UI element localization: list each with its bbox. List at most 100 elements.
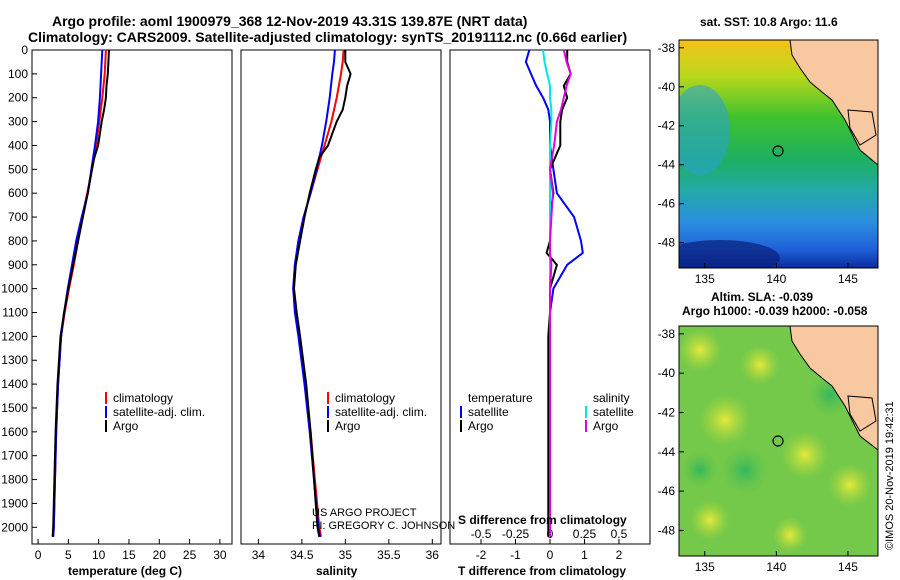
s-difference-axis-label: S difference from climatology bbox=[458, 513, 627, 527]
latitude-tick-label: -38 bbox=[658, 327, 676, 341]
depth-tick-label: 1400 bbox=[1, 377, 28, 391]
legend-t-argo-label: Argo bbox=[468, 419, 494, 433]
sla-map-title-1: Altim. SLA: -0.039 bbox=[711, 290, 813, 304]
longitude-tick-label: 135 bbox=[695, 272, 715, 286]
sla-latitude-axis: -38 -40 -42 -44 -46 -48 bbox=[658, 327, 684, 537]
s-difference-tick-label: 0.5 bbox=[611, 527, 628, 541]
temperature-legend: climatology satellite-adj. clim. Argo bbox=[105, 391, 205, 433]
depth-tick-label: 900 bbox=[8, 258, 28, 272]
longitude-tick-label: 140 bbox=[766, 560, 786, 574]
latitude-tick-label: -44 bbox=[658, 158, 676, 172]
temperature-tick-label: 5 bbox=[65, 548, 72, 562]
latitude-tick-label: -40 bbox=[658, 80, 676, 94]
salinity-panel: 34 34.5 35 35.5 36 salinity climatology sate… bbox=[240, 49, 455, 578]
salinity-legend: climatology satellite-adj. clim. Argo bbox=[327, 391, 427, 433]
sla-map-title-2: Argo h1000: -0.039 h2000: -0.058 bbox=[682, 304, 868, 318]
sla-blob bbox=[740, 345, 780, 385]
depth-tick-label: 1900 bbox=[1, 496, 28, 510]
depth-tick-label: 1200 bbox=[1, 329, 28, 343]
sst-float-marker bbox=[772, 145, 784, 157]
t-difference-tick-label: -1 bbox=[510, 548, 521, 562]
depth-tick-label: 1700 bbox=[1, 449, 28, 463]
sla-map: Altim. SLA: -0.039 Argo h1000: -0.039 h2… bbox=[658, 290, 879, 574]
latitude-tick-label: -46 bbox=[658, 197, 676, 211]
longitude-tick-label: 145 bbox=[838, 560, 858, 574]
temperature-panel: 0100200300400500600700800900100011001200… bbox=[1, 43, 233, 578]
temperature-axis-label: temperature (deg C) bbox=[68, 564, 182, 578]
t-difference-tick-label: 2 bbox=[616, 548, 623, 562]
sst-tasmania bbox=[847, 109, 877, 146]
legend-temperature-heading: temperature bbox=[468, 391, 533, 405]
salinity-plot-frame bbox=[240, 49, 442, 545]
sla-blob bbox=[682, 452, 718, 488]
depth-tick-label: 400 bbox=[8, 138, 28, 152]
difference-panel: -2 -1 0 1 2 -0.5 -0.25 0 0.25 0.5 S difference f… bbox=[449, 49, 651, 578]
sla-blob bbox=[690, 500, 730, 540]
title-line-2: Climatology: CARS2009. Satellite-adjuste… bbox=[28, 29, 627, 45]
sla-blob bbox=[721, 446, 769, 494]
latitude-tick-label: -42 bbox=[658, 119, 676, 133]
depth-tick-label: 200 bbox=[8, 91, 28, 105]
latitude-tick-label: -38 bbox=[658, 41, 676, 55]
depth-tick-label: 300 bbox=[8, 115, 28, 129]
series-line-argo bbox=[293, 50, 352, 537]
depth-tick-label: 600 bbox=[8, 186, 28, 200]
latitude-tick-label: -48 bbox=[658, 236, 676, 250]
s-difference-x-axis: -0.5 -0.25 0 0.25 0.5 bbox=[471, 527, 628, 541]
depth-tick-label: 0 bbox=[21, 43, 28, 57]
legend-salinity-heading: salinity bbox=[593, 391, 630, 405]
sst-map: sat. SST: 10.8 Argo: 11.6 -38 -40 -42 -44 -4… bbox=[658, 15, 879, 286]
project-line-1: US ARGO PROJECT bbox=[312, 507, 417, 519]
t-difference-tick-label: -2 bbox=[476, 548, 487, 562]
series-line-satellite-adj-clim- bbox=[52, 49, 104, 537]
longitude-tick-label: 135 bbox=[695, 560, 715, 574]
salinity-tick-label: 36 bbox=[426, 548, 440, 562]
latitude-tick-label: -44 bbox=[658, 445, 676, 459]
legend-t-satellite-label: satellite bbox=[468, 405, 509, 419]
salinity-tick-label: 35.5 bbox=[377, 548, 401, 562]
sal-legend-climatology-label: climatology bbox=[335, 391, 395, 405]
sla-blob bbox=[699, 394, 751, 446]
sla-float-marker bbox=[772, 435, 784, 447]
sal-legend-satellite-label: satellite-adj. clim. bbox=[335, 405, 427, 419]
depth-tick-label: 1100 bbox=[2, 306, 28, 320]
latitude-tick-label: -42 bbox=[658, 405, 676, 419]
t-difference-x-axis: -2 -1 0 1 2 bbox=[476, 539, 623, 562]
sst-cool-patch bbox=[679, 85, 730, 175]
depth-tick-label: 800 bbox=[8, 234, 28, 248]
legend-climatology-label: climatology bbox=[113, 391, 173, 405]
depth-tick-label: 100 bbox=[8, 67, 28, 81]
t-difference-axis-label: T difference from climatology bbox=[458, 564, 626, 578]
depth-tick-label: 1800 bbox=[1, 473, 28, 487]
latitude-tick-label: -40 bbox=[658, 366, 676, 380]
t-difference-tick-label: 1 bbox=[581, 548, 588, 562]
legend-s-satellite-label: satellite bbox=[593, 405, 634, 419]
longitude-tick-label: 145 bbox=[838, 272, 858, 286]
watermark: ©IMOS 20-Nov-2019 19:42:31 bbox=[884, 401, 896, 550]
sst-map-frame bbox=[678, 39, 879, 269]
difference-legend: temperature satellite Argo salinity sate… bbox=[460, 391, 634, 433]
temperature-tick-label: 15 bbox=[122, 548, 136, 562]
project-line-2: PI: GREGORY C. JOHNSON bbox=[312, 520, 455, 532]
salinity-tick-label: 35 bbox=[339, 548, 353, 562]
longitude-tick-label: 140 bbox=[766, 272, 786, 286]
legend-satellite-label: satellite-adj. clim. bbox=[113, 405, 205, 419]
legend-argo-label: Argo bbox=[113, 419, 139, 433]
depth-tick-label: 1000 bbox=[1, 282, 28, 296]
temperature-plot-frame bbox=[31, 49, 233, 545]
sst-map-title: sat. SST: 10.8 Argo: 11.6 bbox=[700, 15, 838, 29]
sla-tasmania bbox=[847, 395, 877, 432]
series-line-salinity-argo bbox=[549, 49, 572, 537]
salinity-series bbox=[292, 49, 352, 537]
s-difference-tick-label: -0.25 bbox=[502, 527, 530, 541]
salinity-tick-label: 34.5 bbox=[290, 548, 314, 562]
temperature-x-axis: 0 5 10 15 20 25 30 bbox=[35, 539, 227, 562]
legend-s-argo-label: Argo bbox=[593, 419, 619, 433]
depth-tick-label: 1500 bbox=[1, 401, 28, 415]
t-difference-tick-label: 0 bbox=[547, 548, 554, 562]
temperature-tick-label: 10 bbox=[92, 548, 106, 562]
salinity-x-axis: 34 34.5 35 35.5 36 bbox=[252, 539, 440, 562]
sla-blob bbox=[772, 517, 808, 553]
depth-tick-label: 1300 bbox=[1, 353, 28, 367]
